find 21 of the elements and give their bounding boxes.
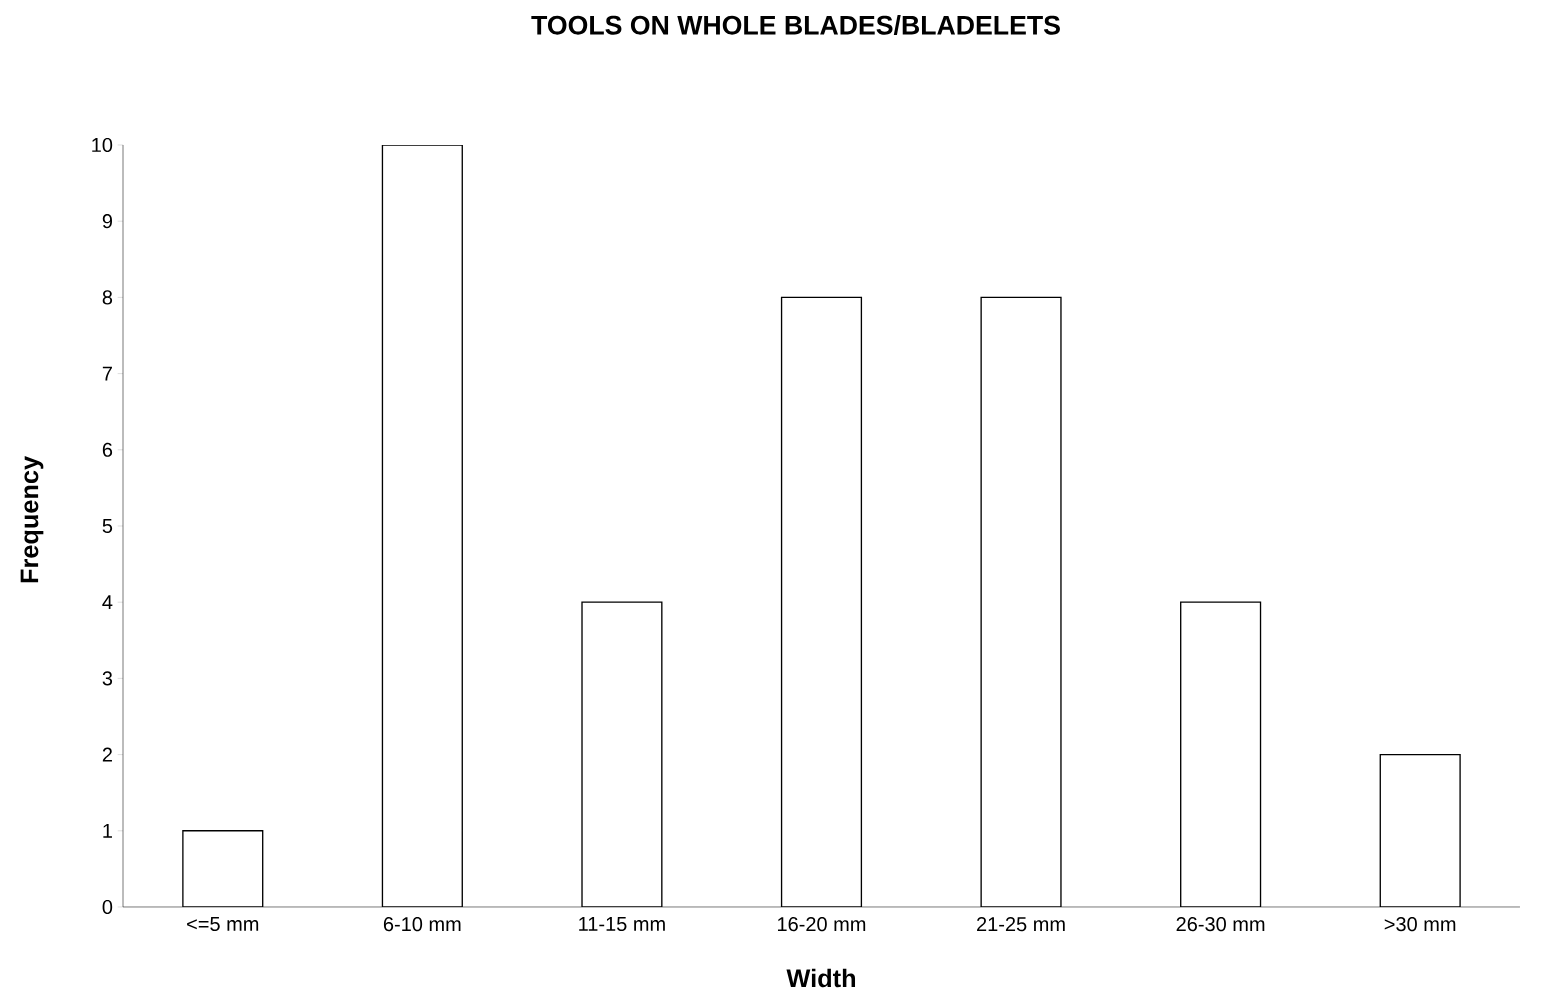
y-tick-label: 1 xyxy=(103,823,112,838)
y-tick-label: 5 xyxy=(102,519,113,533)
x-tick-label: 21-25 mm xyxy=(977,917,1065,932)
y-tick-label: 4 xyxy=(102,595,113,610)
y-tick-label: 8 xyxy=(102,290,113,305)
y-tick-label: 0 xyxy=(102,899,113,915)
x-tick-label: >30 mm xyxy=(1384,917,1456,932)
x-tick-label: 6-10 mm xyxy=(383,917,461,932)
y-axis-title: Frequency xyxy=(20,456,44,583)
chart-title: TOOLS ON WHOLE BLADES/BLADELETS xyxy=(531,15,1060,35)
y-tick-label: 2 xyxy=(102,747,112,762)
y-tick-label: 10 xyxy=(92,137,113,153)
y-tick-label: 3 xyxy=(102,671,113,686)
x-tick-label: 16-20 mm xyxy=(778,917,866,932)
y-tick-label: 9 xyxy=(102,214,112,229)
y-tick-label: 7 xyxy=(102,366,112,381)
x-axis-title: Width xyxy=(786,968,856,988)
x-tick-label: 26-30 mm xyxy=(1176,917,1265,932)
y-tick-label: 6 xyxy=(102,442,113,457)
x-tick-label: 11-15 mm xyxy=(579,917,665,931)
x-tick-label: <=5 mm xyxy=(187,917,259,931)
